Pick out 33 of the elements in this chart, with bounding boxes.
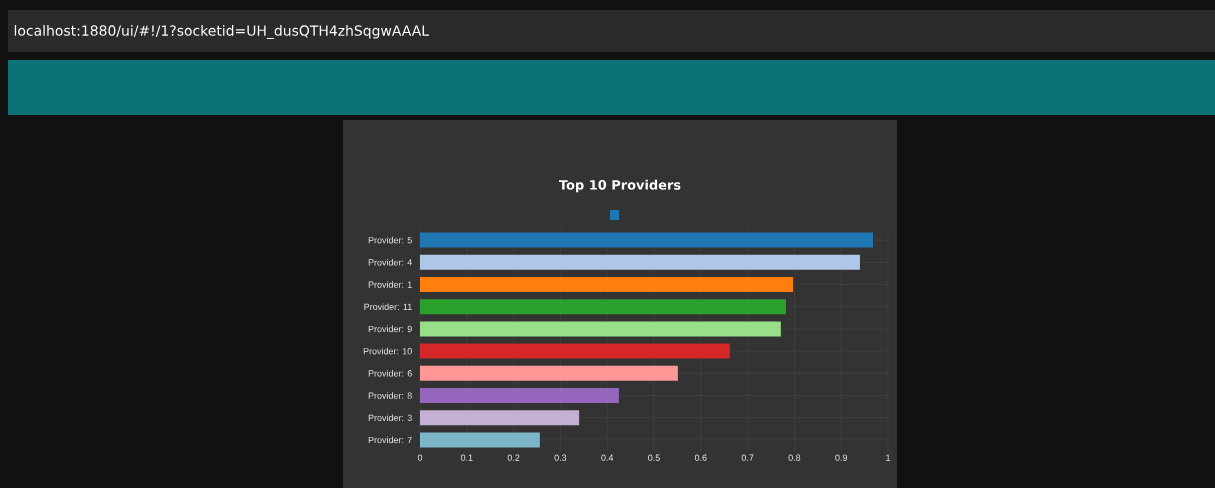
y-tick-label: Provider: 5	[368, 236, 412, 244]
bar	[420, 388, 619, 403]
y-tick-label: Provider: 7	[368, 436, 412, 444]
x-tick-label: 0	[417, 454, 423, 461]
x-tick-label: 0.6	[694, 454, 707, 461]
bar	[420, 432, 540, 448]
text: localhost:1880/ui/#!/1?socketid=UH_dusQTH4zhSqgwAAAL	[14, 25, 429, 39]
x-tick-label: 0.3	[554, 454, 567, 461]
y-tick-label: Provider: 6	[368, 370, 412, 377]
y-tick-label: Provider: 4	[368, 259, 412, 266]
y-tick-label: Provider: 9	[368, 325, 412, 333]
bar	[420, 232, 874, 248]
bar	[420, 365, 678, 381]
bar	[420, 343, 730, 359]
x-tick-label: 0.9	[835, 454, 848, 461]
bar	[420, 299, 786, 315]
bar	[420, 254, 860, 270]
bar	[420, 277, 793, 292]
y-tick-label: Provider: 1	[368, 281, 412, 288]
bar	[420, 321, 781, 337]
x-tick-label: 0.7	[741, 454, 754, 461]
x-tick-label: 0.4	[601, 454, 614, 461]
chart-title: Top 10 Providers	[559, 179, 681, 193]
y-tick-label: Provider: 10	[363, 347, 412, 355]
x-tick-label: 1	[886, 454, 891, 461]
y-tick-label: Provider: 11	[364, 303, 412, 310]
x-tick-label: 0.5	[648, 454, 660, 461]
x-tick-label: 0.2	[507, 454, 520, 461]
x-tick-label: 0.1	[460, 454, 473, 461]
y-tick-label: Provider: 3	[368, 414, 412, 421]
y-tick-label: Provider: 8	[368, 392, 412, 399]
x-tick-label: 0.8	[788, 454, 801, 461]
bar	[420, 410, 580, 426]
